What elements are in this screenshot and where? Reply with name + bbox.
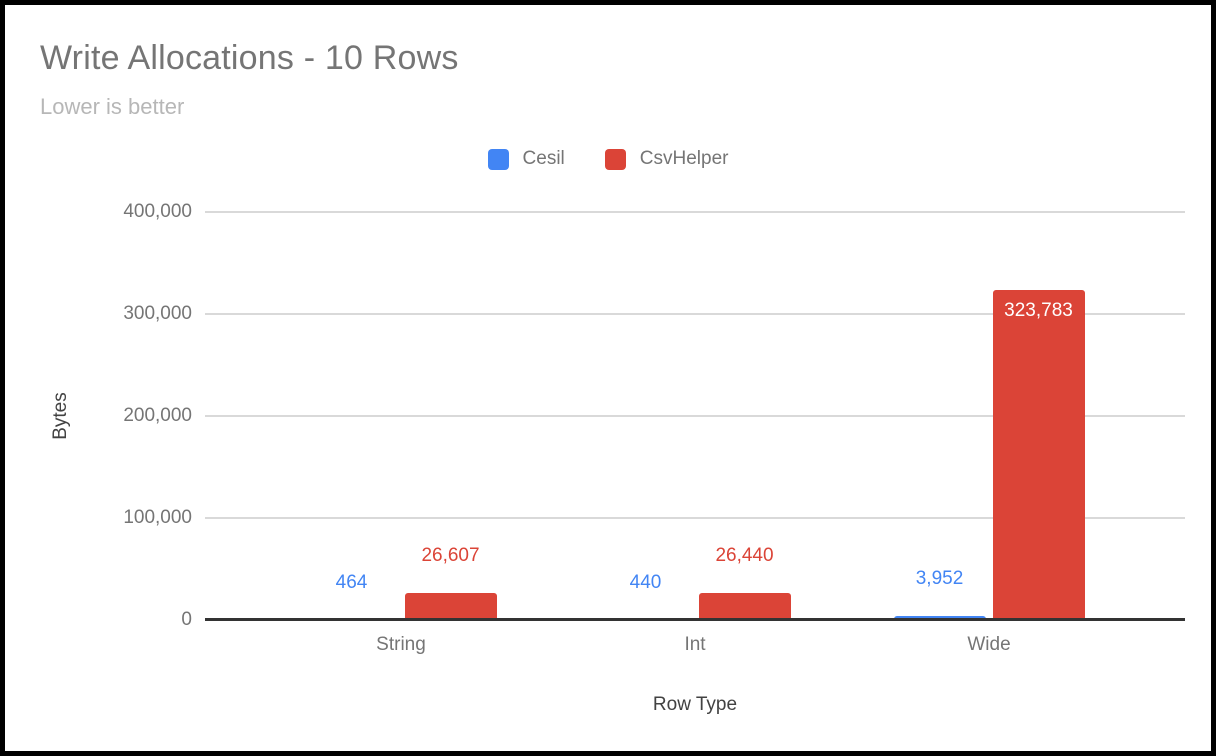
legend: Cesil CsvHelper bbox=[5, 148, 1211, 170]
legend-item-cesil[interactable]: Cesil bbox=[487, 148, 565, 170]
y-tick-label: 300,000 bbox=[123, 303, 192, 324]
y-axis-title: Bytes bbox=[50, 392, 71, 440]
bar-cesil-wide[interactable] bbox=[893, 615, 986, 620]
x-category-label-int: Int bbox=[684, 634, 706, 655]
gridline bbox=[205, 313, 1185, 315]
plot-area: 0 100,000 200,000 300,000 400,000 String 464 26… bbox=[123, 201, 1185, 655]
y-tick-label: 400,000 bbox=[123, 201, 192, 222]
data-label-csvhelper-wide: 323,783 bbox=[1004, 299, 1073, 321]
x-category-label-wide: Wide bbox=[967, 634, 1011, 655]
x-axis-title: Row Type bbox=[652, 694, 738, 715]
data-label-csvhelper-string: 26,607 bbox=[421, 544, 480, 566]
chart-subtitle: Lower is better bbox=[40, 94, 185, 119]
legend-swatch-icon bbox=[604, 148, 626, 170]
legend-label: CsvHelper bbox=[639, 148, 729, 169]
data-label-csvhelper-int: 26,440 bbox=[715, 545, 774, 567]
chart-title: Write Allocations - 10 Rows bbox=[40, 39, 459, 77]
legend-item-csvhelper[interactable]: CsvHelper bbox=[604, 148, 729, 170]
bar-csvhelper-int[interactable] bbox=[698, 593, 791, 620]
data-label-cesil-int: 440 bbox=[629, 571, 662, 593]
gridline bbox=[205, 517, 1185, 519]
data-label-cesil-string: 464 bbox=[335, 571, 368, 593]
x-baseline bbox=[205, 618, 1185, 621]
legend-label: Cesil bbox=[522, 148, 565, 169]
y-tick-label: 200,000 bbox=[123, 405, 192, 426]
y-tick-label: 0 bbox=[181, 609, 192, 630]
bar-csvhelper-string[interactable] bbox=[404, 592, 497, 620]
gridline bbox=[205, 415, 1185, 417]
x-category-label-string: String bbox=[376, 634, 426, 655]
gridline bbox=[205, 211, 1185, 213]
legend-swatch-icon bbox=[487, 148, 509, 170]
y-tick-label: 100,000 bbox=[123, 507, 192, 528]
data-label-cesil-wide: 3,952 bbox=[915, 567, 964, 589]
bar-csvhelper-wide[interactable] bbox=[992, 289, 1085, 620]
